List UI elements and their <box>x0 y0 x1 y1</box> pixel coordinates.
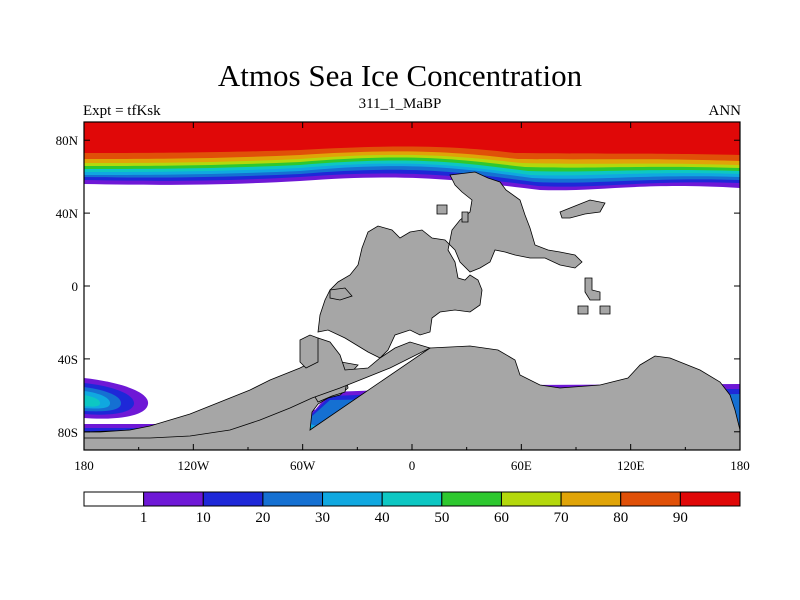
colorbar-label: 90 <box>673 510 688 526</box>
colorbar-swatch <box>202 491 264 507</box>
colorbar-swatch <box>441 491 502 507</box>
colorbar-label: 30 <box>315 510 330 526</box>
x-tick-label: 60E <box>511 458 532 473</box>
colorbar-label: 70 <box>554 510 569 526</box>
small-island-1 <box>584 277 601 301</box>
colorbar: 1 10 20 30 40 50 60 70 80 90 <box>83 491 741 526</box>
y-tick-label: 40N <box>56 206 79 221</box>
x-tick-label: 60W <box>290 458 316 473</box>
y-tick-label: 40S <box>58 352 78 367</box>
plot-subtitle: 311_1_MaBP <box>358 96 442 112</box>
y-tick-label: 0 <box>72 279 79 294</box>
x-tick-label: 120E <box>617 458 645 473</box>
colorbar-swatch <box>262 491 324 507</box>
x-tick-label: 120W <box>177 458 210 473</box>
small-island-3 <box>599 305 611 315</box>
y-tick-label: 80S <box>58 425 78 440</box>
western-strip <box>299 334 319 369</box>
y-axis: 80N 40N 0 40S 80S <box>56 133 740 440</box>
colorbar-label: 50 <box>434 510 449 526</box>
eurasia-africa-landmass <box>317 171 583 359</box>
x-tick-label: 180 <box>74 458 94 473</box>
x-tick-label: 180 <box>730 458 750 473</box>
colorbar-swatch <box>322 491 383 507</box>
colorbar-label: 80 <box>613 510 628 526</box>
plot-title: Atmos Sea Ice Concentration <box>217 58 583 93</box>
small-island-2 <box>577 305 589 315</box>
small-island-5 <box>461 211 469 223</box>
x-axis: 180 120W 60W 0 60E 120E 180 <box>74 122 750 473</box>
season-label: ANN <box>708 103 742 119</box>
japan-island <box>559 199 606 219</box>
colorbar-label: 60 <box>494 510 509 526</box>
small-island-4 <box>436 204 448 215</box>
colorbar-swatch <box>143 491 204 507</box>
pacific-tongue-40pct <box>84 395 101 407</box>
experiment-label: Expt = tfKsk <box>83 103 161 119</box>
colorbar-swatch <box>381 491 443 507</box>
colorbar-swatch <box>83 491 145 507</box>
colorbar-swatch <box>679 491 741 507</box>
colorbar-swatch <box>620 491 681 507</box>
arctic-ice-90pct <box>84 122 740 155</box>
colorbar-swatch <box>500 491 562 507</box>
southern-landmass-chain <box>84 337 432 439</box>
colorbar-swatch <box>560 491 622 507</box>
southern-pacific-ice-tongue <box>84 378 149 419</box>
colorbar-label: 1 <box>140 510 148 526</box>
colorbar-label: 10 <box>196 510 211 526</box>
colorbar-label: 40 <box>375 510 390 526</box>
x-tick-label: 0 <box>409 458 416 473</box>
small-island-6 <box>329 287 353 301</box>
arctic-sea-ice <box>84 122 740 191</box>
y-tick-label: 80N <box>56 133 79 148</box>
land-masses <box>84 171 740 450</box>
colorbar-label: 20 <box>255 510 270 526</box>
